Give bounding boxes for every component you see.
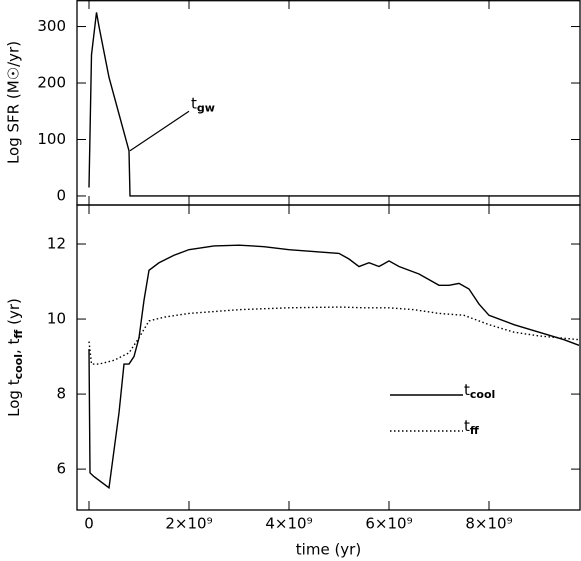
- data-line: [88, 12, 579, 197]
- subscript: gw: [197, 101, 215, 114]
- y-axis-label: Log tcool, tff (yr): [5, 298, 26, 417]
- text-part: , t: [5, 338, 23, 354]
- data-line: [88, 244, 580, 490]
- x-tick-label: 6×10⁹: [365, 515, 412, 533]
- data-line: [88, 306, 580, 365]
- x-tick-label: 8×10⁹: [465, 515, 512, 533]
- y-tick-label: 6: [56, 460, 66, 478]
- y-tick-label: 10: [47, 310, 66, 328]
- text-part: (yr): [5, 298, 23, 330]
- y-tick-label: 8: [56, 385, 66, 403]
- y-tick-label: 200: [37, 74, 66, 92]
- text-part: Log t: [5, 379, 23, 417]
- subscript: ff: [470, 424, 479, 437]
- subscript: ff: [12, 330, 25, 339]
- subscript: cool: [470, 388, 495, 401]
- annotation-line: [129, 110, 190, 152]
- y-axis-label: Log SFR (M☉/yr): [5, 41, 23, 164]
- y-tick-label: 0: [56, 186, 66, 204]
- x-tick-label: 4×10⁹: [265, 515, 312, 533]
- text-part: t: [464, 381, 470, 399]
- y-tick-label: 100: [37, 130, 66, 148]
- text-part: t: [191, 94, 197, 112]
- x-tick-label: 2×10⁹: [165, 515, 212, 533]
- legend-label: tcool: [464, 381, 495, 402]
- top-frame: [76, 0, 581, 206]
- text-part: t: [464, 417, 470, 435]
- annotation-label: tgw: [191, 94, 215, 115]
- bottom-frame: [76, 204, 581, 511]
- subscript: cool: [12, 354, 25, 379]
- y-tick-label: 300: [37, 17, 66, 35]
- x-tick-label: 0: [84, 515, 94, 533]
- y-tick-label: 12: [47, 235, 66, 253]
- x-axis-label: time (yr): [296, 541, 361, 559]
- legend-label: tff: [464, 417, 479, 438]
